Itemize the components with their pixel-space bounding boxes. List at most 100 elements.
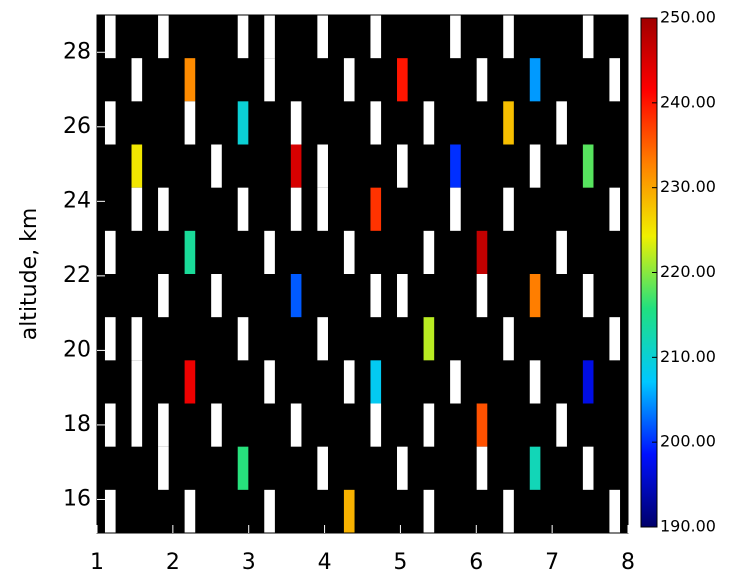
heatmap-cell: [503, 489, 514, 533]
heatmap-cell: [582, 446, 594, 490]
x-tick-label: 1: [90, 550, 104, 575]
heatmap-cell: [131, 144, 143, 188]
heatmap-cell: [423, 403, 435, 447]
heatmap-cell: [476, 446, 488, 490]
heatmap-cell: [184, 58, 196, 102]
heatmap-cell: [104, 230, 116, 274]
heatmap-cell: [423, 230, 435, 274]
heatmap-cell: [529, 144, 541, 188]
y-tick-label: 22: [63, 263, 91, 288]
heatmap-cell: [582, 274, 594, 318]
colorbar-tick-label: 230.00: [660, 177, 716, 196]
heatmap-cell: [556, 230, 567, 274]
heatmap-cell: [370, 403, 382, 447]
heatmap-cell: [397, 446, 408, 490]
heatmap-cell: [556, 101, 567, 145]
heatmap-cell: [104, 101, 116, 145]
heatmap-cell: [317, 446, 328, 490]
heatmap-cell: [131, 187, 143, 231]
heatmap-cell: [476, 274, 488, 318]
heatmap-cell: [237, 15, 249, 59]
plot-background: [97, 15, 628, 533]
heatmap-cell: [476, 403, 488, 447]
heatmap-cell: [104, 403, 116, 447]
heatmap-cell: [184, 489, 196, 533]
heatmap-cell: [158, 274, 169, 318]
heatmap-cell: [582, 360, 594, 404]
heatmap-cell: [104, 15, 116, 59]
colorbar-tick-label: 250.00: [660, 8, 716, 27]
heatmap-cell: [609, 489, 621, 533]
heatmap-cell: [609, 317, 621, 361]
heatmap-cell: [529, 446, 541, 490]
heatmap-cell: [237, 446, 249, 490]
heatmap-cell: [343, 489, 355, 533]
heatmap-cell: [104, 489, 116, 533]
heatmap-cell: [317, 317, 328, 361]
x-tick-label: 8: [621, 550, 635, 575]
y-axis-label: altitude, km: [17, 208, 42, 341]
heatmap-cell: [158, 187, 169, 231]
heatmap-cell: [476, 58, 488, 102]
heatmap-cell: [290, 403, 302, 447]
heatmap-cell: [529, 274, 541, 318]
heatmap-cell: [556, 403, 567, 447]
heatmap-cell: [397, 274, 408, 318]
heatmap-cell: [370, 101, 382, 145]
heatmap-cell: [370, 187, 382, 231]
colorbar-tick-label: 210.00: [660, 347, 716, 366]
heatmap-cell: [609, 187, 621, 231]
heatmap-cell: [423, 101, 435, 145]
plot-frame: [96, 14, 629, 534]
heatmap-cell: [582, 15, 594, 59]
heatmap-cell: [609, 58, 621, 102]
heatmap-cell: [343, 58, 355, 102]
heatmap-cell: [131, 403, 143, 447]
heatmap-cell: [343, 360, 355, 404]
y-tick-label: 16: [63, 486, 91, 511]
heatmap-cell: [237, 317, 249, 361]
heatmap-cell: [503, 15, 514, 59]
heatmap-cell: [290, 144, 302, 188]
heatmap-cell: [264, 58, 275, 102]
heatmap-cell: [290, 187, 302, 231]
heatmap-cell: [264, 15, 275, 59]
heatmap-cell: [582, 144, 594, 188]
heatmap-cell: [370, 15, 382, 59]
heatmap-cell: [211, 144, 222, 188]
heatmap-cell: [529, 58, 541, 102]
x-tick-label: 7: [545, 550, 559, 575]
heatmap-cell: [317, 144, 328, 188]
colorbar-tick-label: 190.00: [660, 517, 716, 536]
heatmap-cell: [370, 360, 382, 404]
x-tick-label: 3: [242, 550, 256, 575]
heatmap-cell: [264, 230, 275, 274]
y-tick-label: 24: [63, 188, 91, 213]
heatmap-cell: [211, 403, 222, 447]
heatmap-cell: [158, 403, 169, 447]
heatmap-cell: [397, 144, 408, 188]
heatmap-cell: [237, 101, 249, 145]
heatmap-cell: [450, 187, 461, 231]
heatmap-cell: [184, 230, 196, 274]
heatmap-cell: [131, 317, 143, 361]
y-tick-label: 26: [63, 114, 91, 139]
heatmap-cell: [423, 489, 435, 533]
x-tick-label: 2: [166, 550, 180, 575]
heatmap-cell: [158, 15, 169, 59]
heatmap-cell: [423, 317, 435, 361]
heatmap-cell: [397, 58, 408, 102]
x-tick-label: 4: [318, 550, 332, 575]
heatmap-cell: [290, 274, 302, 318]
heatmap-cell: [503, 317, 514, 361]
heatmap-cell: [184, 360, 196, 404]
heatmap-cell: [370, 274, 382, 318]
colorbar-tick-label: 200.00: [660, 432, 716, 451]
heatmap-cell: [264, 489, 275, 533]
heatmap-cell: [184, 101, 196, 145]
x-tick-label: 6: [469, 550, 483, 575]
x-tick-label: 5: [393, 550, 407, 575]
y-tick-label: 20: [63, 337, 91, 362]
heatmap-cell: [450, 15, 461, 59]
